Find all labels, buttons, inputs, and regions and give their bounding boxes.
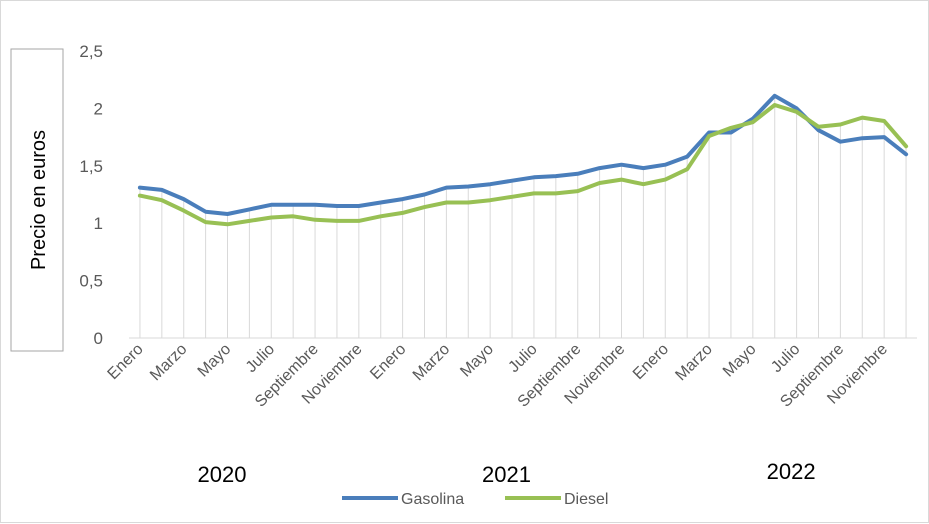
- y-tick-label: 1,5: [79, 157, 103, 176]
- x-axis-year-labels: 2020 2021 2022: [198, 459, 816, 487]
- vertical-gridlines: [140, 96, 906, 338]
- y-tick-label: 1: [94, 214, 103, 233]
- year-label: 2020: [198, 462, 247, 487]
- y-axis-tick-labels: 0 0,5 1 1,5 2 2,5: [79, 42, 103, 348]
- x-tick-label: Marzo: [147, 341, 191, 385]
- y-tick-label: 0,5: [79, 272, 103, 291]
- x-tick-label: Enero: [630, 341, 672, 383]
- x-tick-label: Enero: [105, 341, 147, 383]
- x-tick-label: Julio: [505, 341, 540, 376]
- x-tick-label: Enero: [367, 341, 409, 383]
- y-tick-label: 0: [94, 329, 103, 348]
- legend-label-diesel: Diesel: [564, 491, 608, 508]
- y-tick-label: 2,5: [79, 42, 103, 61]
- x-tick-label: Mayo: [720, 341, 760, 381]
- year-label: 2022: [767, 459, 816, 484]
- legend: Gasolina Diesel: [342, 491, 608, 508]
- y-tick-label: 2: [94, 99, 103, 118]
- x-tick-label: Marzo: [410, 341, 454, 385]
- x-tick-label: Julio: [243, 341, 278, 376]
- x-tick-label: Mayo: [457, 341, 497, 381]
- y-axis-label: Precio en euros: [28, 130, 50, 270]
- data-series: [140, 96, 906, 225]
- x-tick-label: Mayo: [195, 341, 235, 381]
- year-label: 2021: [482, 462, 531, 487]
- x-tick-label: Julio: [768, 341, 803, 376]
- x-tick-label: Marzo: [672, 341, 716, 385]
- legend-label-gasolina: Gasolina: [401, 491, 464, 508]
